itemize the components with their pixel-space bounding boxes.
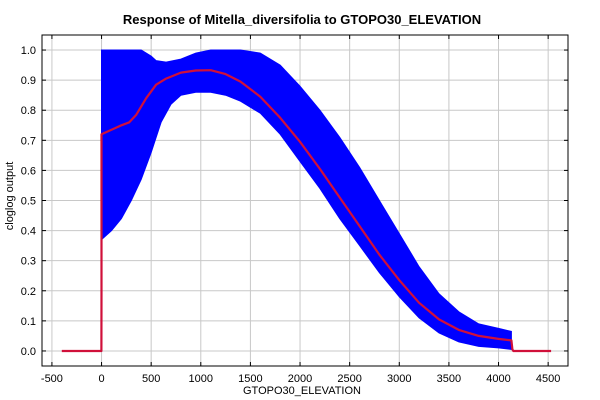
y-axis-label: cloglog output (4, 162, 16, 231)
x-tick-label: 500 (142, 373, 160, 385)
confidence-band (101, 49, 512, 350)
x-tick-label: 0 (98, 373, 104, 385)
y-tick-label: 0.4 (21, 226, 36, 238)
x-tick-label: 4000 (486, 373, 510, 385)
x-tick-label: -500 (41, 373, 63, 385)
y-tick-label: 0.9 (21, 75, 36, 87)
y-tick-label: 0.0 (21, 346, 36, 358)
y-tick-label: 0.6 (21, 165, 36, 177)
y-tick-labels: 0.0 0.1 0.2 0.3 0.4 0.5 0.6 0.7 0.8 0.9 1.0 (21, 45, 36, 358)
axis-ticks (42, 35, 568, 366)
y-tick-label: 0.5 (21, 196, 36, 208)
x-tick-label: 2000 (288, 373, 312, 385)
x-tick-label: 3000 (387, 373, 411, 385)
mean-response-line (61, 69, 552, 353)
x-tick-label: 4500 (536, 373, 560, 385)
y-tick-label: 0.2 (21, 286, 36, 298)
y-tick-label: 0.1 (21, 316, 36, 328)
x-tick-label: 1500 (238, 373, 262, 385)
x-tick-label: 1000 (189, 373, 213, 385)
x-tick-labels: -500 0 500 1000 1500 2000 2500 3000 3500 4000 4500 (41, 373, 560, 385)
y-tick-label: 0.8 (21, 105, 36, 117)
chart-title: Response of Mitella_diversifolia to GTOP… (123, 12, 481, 27)
x-axis-label: GTOPO30_ELEVATION (243, 385, 361, 397)
y-tick-label: 1.0 (21, 45, 36, 57)
x-tick-label: 3500 (437, 373, 461, 385)
y-tick-label: 0.3 (21, 256, 36, 268)
y-tick-label: 0.7 (21, 135, 36, 147)
x-tick-label: 2500 (337, 373, 361, 385)
